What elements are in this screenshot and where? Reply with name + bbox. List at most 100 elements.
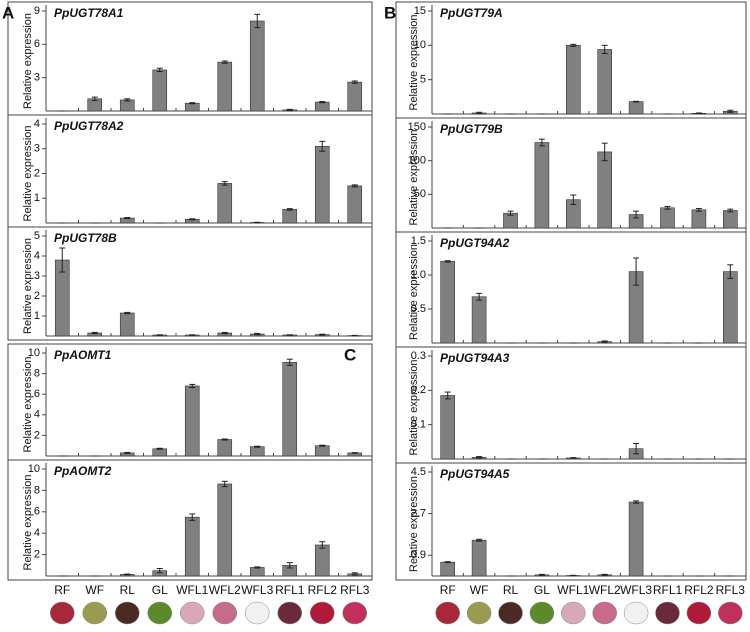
error-bar xyxy=(601,340,608,343)
error-bar xyxy=(91,96,98,101)
y-tick-label: 1.5 xyxy=(411,235,426,247)
bar xyxy=(471,539,487,577)
y-tick-label: 0.5 xyxy=(411,303,426,315)
bar xyxy=(217,183,233,224)
y-tick-label: 4 xyxy=(34,118,40,130)
bar xyxy=(471,296,487,344)
chart-title: PpUGT94A5 xyxy=(440,467,510,481)
y-tick-label: 3 xyxy=(34,143,40,155)
bar xyxy=(440,561,456,577)
error-bar xyxy=(351,572,358,576)
sample-image xyxy=(147,601,172,625)
error-bar xyxy=(695,112,702,115)
chart-title: PpUGT79B xyxy=(440,122,503,136)
bar xyxy=(184,102,200,112)
error-bar xyxy=(476,292,483,301)
error-bar xyxy=(319,140,326,152)
error-bar xyxy=(254,566,261,569)
y-tick-label: 0.1 xyxy=(411,419,426,431)
error-bar xyxy=(286,358,293,366)
y-axis-label: Relative expression xyxy=(408,15,420,111)
bar xyxy=(249,446,265,457)
sample-image xyxy=(245,601,270,625)
panel-label: C xyxy=(344,345,356,364)
y-tick-label: 50 xyxy=(414,188,426,200)
sample-image xyxy=(82,601,107,625)
y-tick-label: 5 xyxy=(420,74,426,86)
bar xyxy=(152,69,168,112)
bar xyxy=(152,448,168,457)
bar xyxy=(119,312,135,337)
error-bar xyxy=(156,67,163,73)
bar xyxy=(217,483,233,577)
y-tick-label: 6 xyxy=(34,388,40,400)
bar xyxy=(565,45,581,115)
error-bar xyxy=(444,561,451,564)
sample-image xyxy=(435,601,460,625)
y-tick-label: 2 xyxy=(34,549,40,561)
error-bar xyxy=(124,573,131,576)
y-tick-label: 1 xyxy=(34,192,40,204)
error-bar xyxy=(727,264,734,279)
error-bar xyxy=(189,383,196,389)
error-bar xyxy=(319,333,326,336)
x-tick-label: RL xyxy=(503,583,519,597)
error-bar xyxy=(633,443,640,455)
y-tick-label: 100 xyxy=(408,155,426,167)
panel-frame xyxy=(7,459,373,581)
sample-image xyxy=(342,601,367,625)
x-tick-label: WFL3 xyxy=(620,583,652,597)
bar xyxy=(722,210,738,229)
chart-title: PpUGT94A3 xyxy=(440,351,510,365)
sample-image xyxy=(561,601,586,625)
x-tick-label: WFL2 xyxy=(589,583,621,597)
y-tick-label: 5 xyxy=(34,230,40,242)
sample-image xyxy=(592,601,617,625)
y-tick-label: 10 xyxy=(414,39,426,51)
x-tick-label: RFL1 xyxy=(275,583,305,597)
error-bar xyxy=(727,109,734,113)
chart-title: PpUGT78A1 xyxy=(54,6,124,20)
bar xyxy=(597,49,613,115)
error-bar xyxy=(601,44,608,55)
y-tick-label: 3 xyxy=(34,270,40,282)
error-bar xyxy=(319,101,326,104)
error-bar xyxy=(254,445,261,448)
y-axis-label: Relative expression xyxy=(22,357,34,453)
y-axis-label: Relative expression xyxy=(408,130,420,226)
y-axis-label: Relative expression xyxy=(22,13,34,109)
bar xyxy=(184,385,200,457)
sample-image xyxy=(310,601,335,625)
sample-image xyxy=(115,601,140,625)
error-bar xyxy=(538,573,545,576)
chart-title: PpUGT94A2 xyxy=(440,236,510,250)
sample-image xyxy=(686,601,712,625)
bar xyxy=(660,207,675,229)
chart-title: PpUGT78A2 xyxy=(54,119,124,133)
bar xyxy=(534,142,550,229)
bar xyxy=(314,145,330,224)
error-bar xyxy=(286,108,293,111)
panel-frame xyxy=(395,462,747,581)
x-tick-label: RFL1 xyxy=(653,583,683,597)
sample-image xyxy=(718,601,743,625)
error-bar xyxy=(254,13,261,29)
y-tick-label: 10 xyxy=(28,463,40,475)
error-bar xyxy=(124,311,131,315)
error-bar xyxy=(601,142,608,162)
bar xyxy=(217,439,233,457)
panel-label: A xyxy=(2,3,14,22)
error-bar xyxy=(444,260,451,263)
y-tick-label: 2 xyxy=(34,290,40,302)
error-bar xyxy=(59,247,66,273)
bar xyxy=(314,544,330,577)
y-tick-label: 2 xyxy=(34,167,40,179)
error-bar xyxy=(570,457,577,459)
error-bar xyxy=(633,210,640,219)
error-bar xyxy=(538,138,545,147)
x-tick-label: RL xyxy=(120,583,136,597)
error-bar xyxy=(570,43,577,47)
bar xyxy=(249,20,265,112)
y-tick-label: 1 xyxy=(34,310,40,322)
